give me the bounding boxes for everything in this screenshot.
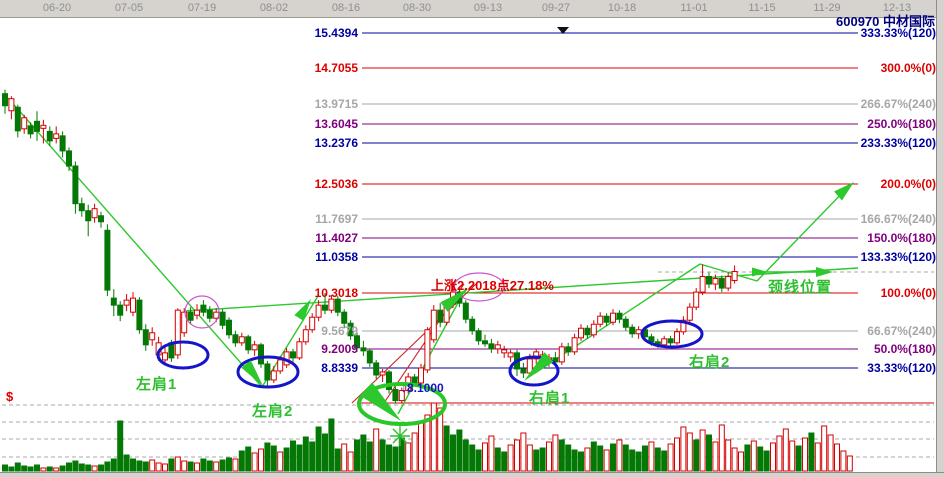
window-bottom-edge <box>0 472 944 477</box>
stock-title: 600970 中材国际 <box>836 14 935 29</box>
green-arrow <box>816 267 833 277</box>
date-label: 11-01 <box>680 2 708 14</box>
volume-series <box>2 402 853 472</box>
down-arrow-icon: ↓ <box>401 381 407 395</box>
green-arrow <box>524 352 554 381</box>
percent-level-label: 133.33%(120) <box>860 250 936 264</box>
pattern-ellipses <box>156 272 704 426</box>
blue-ellipse-2 <box>236 355 300 389</box>
level-lines <box>357 32 934 404</box>
green-arrow <box>834 182 854 201</box>
price-level-label: 11.7697 <box>315 212 358 226</box>
date-label: 12-13 <box>882 2 912 14</box>
price-level-label: 9.2009 <box>321 342 358 356</box>
percent-level-label: 233.33%(120) <box>860 136 936 150</box>
price-level-label: 11.4027 <box>315 231 358 245</box>
price-level-label: 11.0358 <box>315 250 358 264</box>
date-label: 09-27 <box>541 2 571 14</box>
percent-level-label: 166.67%(240) <box>860 212 936 226</box>
percent-level-label: 33.33%(120) <box>867 361 936 375</box>
date-label: 07-19 <box>187 2 217 14</box>
date-label: 10-18 <box>607 2 637 14</box>
blue-ellipse-4 <box>640 319 704 349</box>
pattern-label-4: 右肩2 <box>689 354 731 371</box>
blue-ellipse-1 <box>156 340 210 370</box>
pattern-label-3: 右肩1 <box>529 390 571 407</box>
down-triangle-marker <box>557 27 569 34</box>
window-right-edge <box>936 0 944 477</box>
candlestick-series <box>2 89 738 404</box>
head-star-marker <box>390 426 410 446</box>
currency-marker: $ <box>6 389 14 404</box>
date-label: 07-05 <box>114 2 144 14</box>
date-label: 09-13 <box>473 2 503 14</box>
green-arrow <box>359 382 401 421</box>
blue-ellipse-3 <box>508 355 560 387</box>
head-low-value: 8.1000 <box>407 381 444 395</box>
price-level-label: 8.8339 <box>321 361 358 375</box>
date-label: 11-15 <box>748 2 776 14</box>
pattern-label-5: 颈线位置 <box>768 279 833 296</box>
percent-level-label: 66.67%(240) <box>867 324 936 338</box>
price-level-label: 13.2376 <box>314 136 358 150</box>
date-label: 08-02 <box>259 2 289 14</box>
green-arrow <box>440 288 469 312</box>
percent-level-label: 100.0%(0) <box>880 286 936 300</box>
price-level-label: 13.6045 <box>314 117 358 131</box>
percent-level-label: 50.0%(180) <box>873 342 936 356</box>
pattern-label-2: 左肩2 <box>252 403 294 420</box>
price-level-label: 12.5036 <box>314 177 358 191</box>
green-arrow <box>752 267 768 277</box>
magenta-circle-2 <box>453 272 505 302</box>
date-label: 06-20 <box>42 2 72 14</box>
price-level-label: 9.5679 <box>321 324 358 338</box>
price-level-label: 15.4394 <box>314 26 358 40</box>
trend-lines <box>7 97 859 415</box>
date-label: 08-30 <box>402 2 432 14</box>
percent-level-label: 150.0%(180) <box>867 231 936 245</box>
green-arrows <box>241 182 854 421</box>
price-level-label: 10.3018 <box>314 286 358 300</box>
green-arrow <box>294 299 311 321</box>
date-label: 08-16 <box>331 2 361 14</box>
green-arrow <box>241 360 263 386</box>
percent-level-label: 266.67%(240) <box>860 97 936 111</box>
price-level-label: 13.9715 <box>314 97 358 111</box>
date-label: 11-29 <box>813 2 841 14</box>
magenta-circle-1 <box>184 295 220 329</box>
date-axis: 06-20 07-05 07-19 08-02 08-16 08-30 09-13 09-27… <box>0 0 944 18</box>
percent-level-label: 200.0%(0) <box>880 177 936 191</box>
percent-level-label: 300.0%(0) <box>880 61 936 75</box>
pattern-label-1: 左肩1 <box>136 376 178 393</box>
percent-level-label: 333.33%(120) <box>860 26 936 40</box>
percent-level-label: 250.0%(180) <box>867 117 936 131</box>
head-green-ellipse <box>357 382 447 426</box>
head-low-price-label: ↓8.1000 <box>401 381 444 395</box>
price-level-label: 14.7055 <box>314 61 358 75</box>
rise-annotation: 上涨2.2018点27.18% <box>431 278 554 293</box>
